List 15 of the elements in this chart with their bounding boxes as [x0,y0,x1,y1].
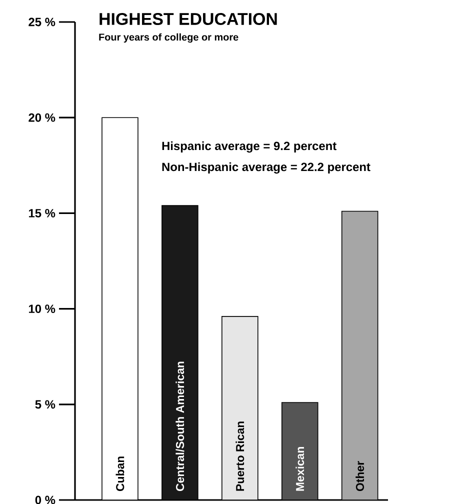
y-tick-label: 10 % [28,304,56,314]
y-tick-label: 20 % [28,113,56,122]
x-tick-label: Mexican [296,447,304,491]
x-tick-label: Other [356,461,364,492]
annotation: Hispanic average = 9.2 percent [162,141,336,153]
annotation: Non-Hispanic average = 22.2 percent [162,162,370,174]
y-tick-label: 0 % [35,496,56,504]
text: Four years of college or more [99,33,238,43]
x-tick-label: Puerto Rican [236,422,244,491]
y-tick-label: 15 % [28,208,56,218]
x-tick-label: Central/South American [176,362,184,492]
y-tick-label: 25 % [28,18,56,26]
y-tick-label: 5 % [35,400,56,409]
x-tick-label: Cuban [116,456,124,492]
chart-title: HIGHEST EDUCATION [100,12,277,25]
